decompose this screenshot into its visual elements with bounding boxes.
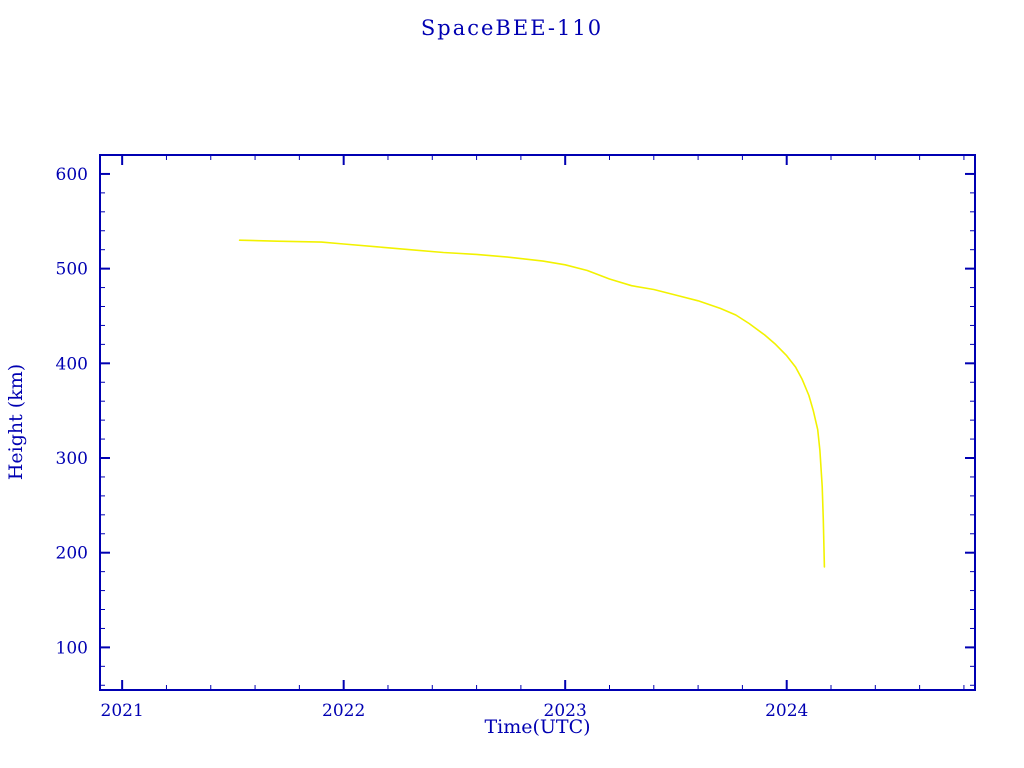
x-axis-label: Time(UTC): [484, 716, 591, 738]
y-tick-label: 500: [56, 260, 88, 280]
chart-title: SpaceBEE-110: [420, 16, 604, 40]
y-tick-label: 300: [56, 449, 88, 469]
x-tick-label: 2023: [544, 701, 587, 721]
axis-frame: [99, 154, 976, 691]
y-tick-label: 600: [56, 165, 88, 185]
x-tick-label: 2022: [322, 701, 365, 721]
y-tick-label: 400: [56, 354, 88, 374]
x-tick-label: 2021: [101, 701, 144, 721]
y-tick-label: 100: [56, 638, 88, 658]
x-tick-label: 2024: [765, 701, 808, 721]
height-curve: [238, 239, 826, 568]
y-tick-label: 200: [56, 544, 88, 564]
y-axis-label: Height (km): [5, 363, 27, 481]
